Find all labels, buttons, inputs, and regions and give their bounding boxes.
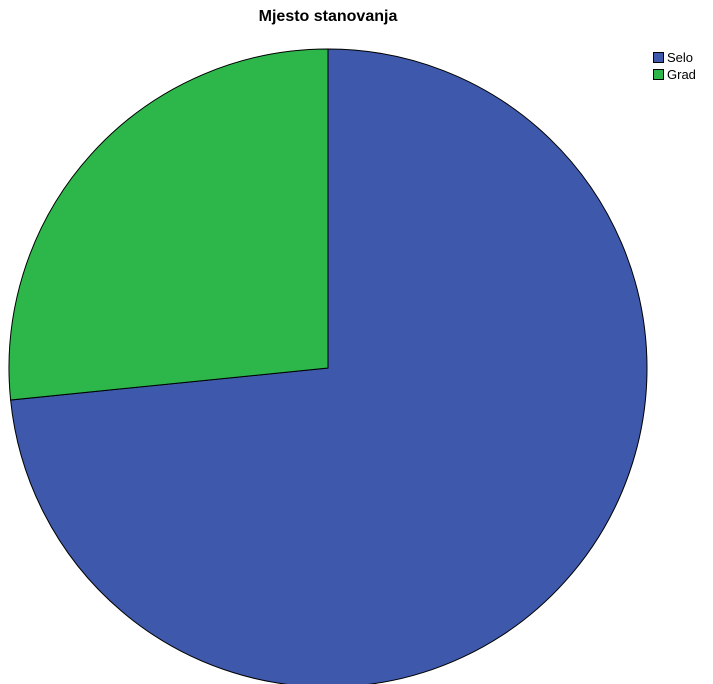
legend-item-1: Grad xyxy=(653,66,696,82)
legend-swatch-1 xyxy=(653,68,664,80)
pie-slice-grad xyxy=(8,48,329,401)
legend-item-0: Selo xyxy=(653,49,696,65)
legend: Selo Grad xyxy=(653,49,696,83)
legend-label-1: Grad xyxy=(667,66,696,82)
pie-slice-selo xyxy=(10,48,648,684)
chart-title: Mjesto stanovanja xyxy=(258,8,398,25)
legend-swatch-0 xyxy=(653,51,664,63)
legend-label-0: Selo xyxy=(667,49,694,65)
